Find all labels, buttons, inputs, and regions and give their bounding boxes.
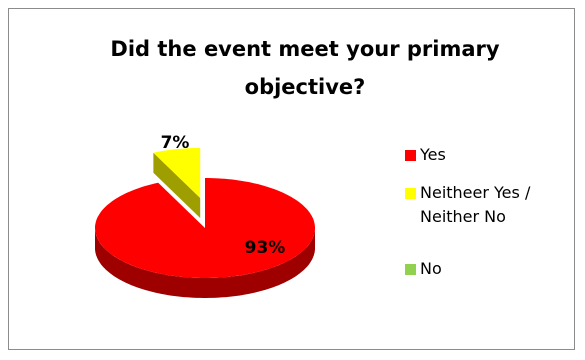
pie-wall	[153, 152, 201, 218]
legend-swatch	[405, 264, 416, 275]
chart-title: Did the event meet your primary objectiv…	[110, 37, 500, 99]
legend-swatch	[405, 150, 416, 161]
pie-slice	[153, 147, 201, 198]
data-label: 7%	[161, 133, 190, 153]
legend-swatch	[405, 188, 416, 199]
legend-label: Yes	[420, 145, 446, 164]
legend-label: Neitheer Yes / Neither No	[420, 183, 531, 226]
legend-label: No	[420, 259, 442, 278]
data-label: 93%	[245, 238, 286, 258]
chart-frame	[8, 8, 575, 350]
pie-slice	[95, 178, 315, 278]
pie-side	[95, 228, 315, 298]
